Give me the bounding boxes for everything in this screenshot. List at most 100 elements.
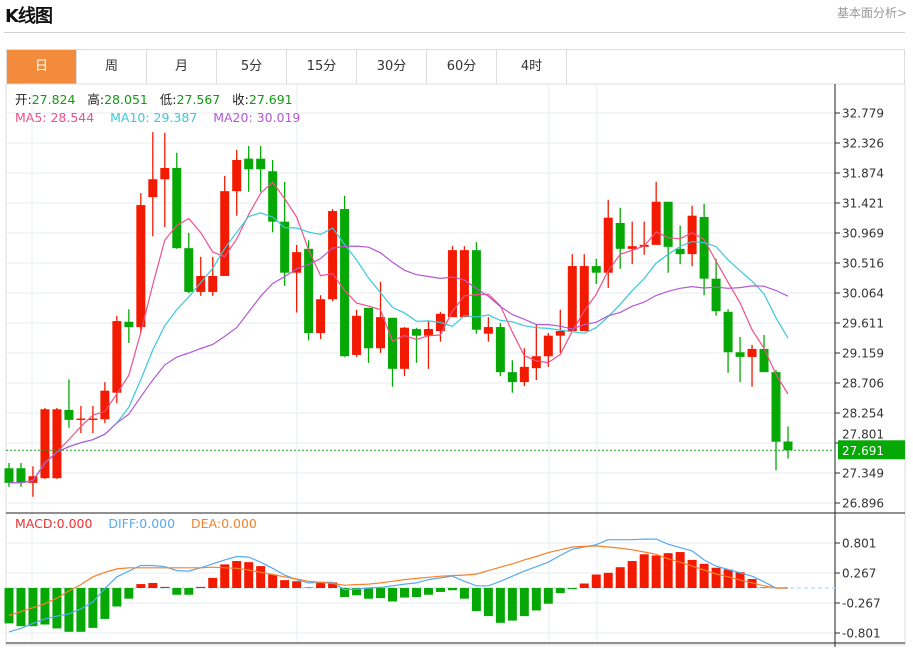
candle-down (615, 222, 625, 249)
candle-up (627, 246, 637, 249)
macd-bar (172, 588, 182, 595)
candle-up (423, 329, 433, 336)
macd-bar (352, 588, 362, 596)
tab-4hour[interactable]: 4时 (497, 50, 567, 84)
candle-up (316, 299, 326, 334)
ma10-line (9, 212, 789, 484)
tab-5min[interactable]: 5分 (217, 50, 287, 84)
macd-bar (591, 574, 601, 588)
ohlc-legend: 开:27.824 高:28.051 低:27.567 收:27.691 (15, 92, 293, 108)
price-tick-label: 27.349 (842, 467, 884, 481)
tab-60min[interactable]: 60分 (427, 50, 497, 84)
close-value: 27.691 (248, 92, 293, 107)
dea-value: DEA:0.000 (191, 516, 257, 531)
candle-down (388, 317, 398, 369)
ma5-line (9, 181, 789, 484)
candle-down (471, 250, 481, 330)
macd-bar (244, 562, 254, 588)
candle-up (40, 409, 50, 479)
macd-bar (639, 554, 649, 588)
candle-up (100, 390, 110, 420)
current-price-badge (838, 440, 905, 460)
fundamental-analysis-link[interactable]: 基本面分析> (836, 6, 907, 20)
macd-bar (759, 587, 769, 588)
macd-bar (364, 588, 374, 599)
price-tick-label: 29.611 (842, 317, 884, 331)
candle-down (735, 352, 745, 357)
macd-bar (40, 588, 50, 625)
macd-bar (316, 582, 326, 588)
macd-bar (268, 574, 278, 588)
divider (4, 32, 905, 33)
candle-down (723, 311, 733, 353)
candle-up (603, 217, 613, 273)
macd-bar (52, 588, 62, 629)
macd-bar (531, 588, 541, 611)
candle-up (220, 191, 230, 277)
macd-bar (340, 588, 350, 597)
tab-30min[interactable]: 30分 (357, 50, 427, 84)
tab-week[interactable]: 周 (77, 50, 147, 84)
candle-down (268, 171, 278, 222)
candle-up (28, 476, 38, 483)
price-tick-label: 27.801 (842, 427, 884, 441)
macd-bar (471, 588, 481, 612)
page-title: K线图 (5, 6, 53, 27)
low-label: 低: (159, 92, 177, 107)
candle-up (579, 266, 589, 332)
price-tick-label: 28.254 (842, 407, 884, 421)
candle-down (184, 248, 194, 292)
ma5-value: MA5: 28.544 (15, 110, 95, 125)
macd-bar (579, 583, 589, 588)
candle-down (256, 158, 266, 170)
price-tick-label: 29.159 (842, 347, 884, 361)
macd-legend: MACD:0.000 DIFF:0.000 DEA:0.000 (15, 516, 257, 532)
candle-up (483, 327, 493, 334)
ma-legend: MA5: 28.544 MA10: 29.387 MA20: 30.019 (15, 110, 300, 126)
candle-up (459, 250, 469, 318)
tab-day[interactable]: 日 (7, 50, 77, 84)
ma20-line (9, 245, 789, 484)
candle-down (4, 468, 14, 483)
candle-up (399, 327, 409, 369)
tab-15min[interactable]: 15分 (287, 50, 357, 84)
open-value: 27.824 (31, 92, 76, 107)
candle-down (364, 307, 374, 349)
candle-up (519, 366, 529, 383)
candle-down (124, 321, 134, 328)
candle-up (747, 348, 757, 357)
macd-bar (88, 588, 98, 628)
candle-down (591, 266, 601, 273)
candle-up (376, 317, 386, 349)
candle-down (759, 348, 769, 373)
candle-up (112, 321, 122, 393)
candle-up (531, 356, 541, 369)
low-value: 27.567 (176, 92, 221, 107)
macd-bar (328, 582, 338, 588)
candle-up (555, 331, 565, 336)
candle-down (411, 329, 421, 336)
dea-line (8, 545, 788, 617)
macd-bar (723, 569, 733, 588)
macd-bar (76, 588, 86, 632)
macd-bar (376, 588, 386, 599)
macd-bar (148, 582, 158, 588)
macd-bar (220, 564, 230, 588)
macd-bar (124, 588, 134, 599)
macd-bar (675, 552, 685, 588)
candle-down (675, 248, 685, 255)
price-tick-label: 32.779 (842, 107, 884, 121)
price-tick-label: 31.874 (842, 167, 884, 181)
candle-up (196, 276, 206, 292)
macd-bar (615, 567, 625, 588)
candle-down (340, 209, 350, 357)
candle-down (783, 441, 793, 451)
macd-bar (160, 586, 170, 588)
candle-up (543, 335, 553, 357)
macd-bar (423, 588, 433, 595)
tab-month[interactable]: 月 (147, 50, 217, 84)
macd-bar (304, 587, 314, 588)
macd-bar (256, 566, 266, 588)
candle-up (651, 201, 661, 245)
